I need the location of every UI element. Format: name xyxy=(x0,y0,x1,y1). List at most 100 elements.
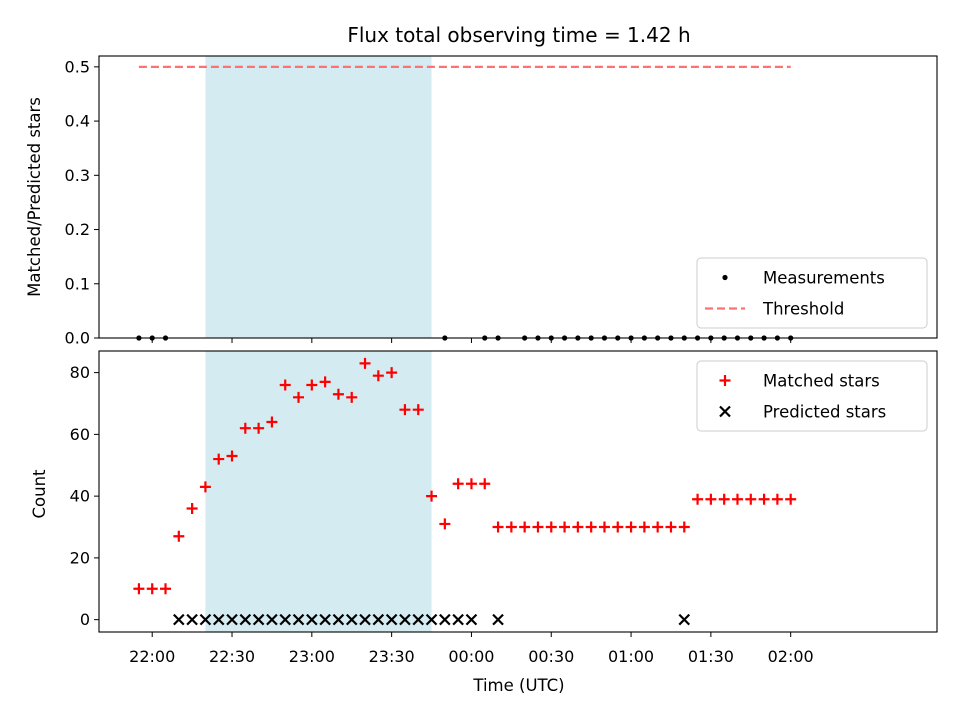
matched-stars-point xyxy=(479,478,491,490)
top-y-tick-label: 0.5 xyxy=(65,57,90,76)
matched-stars-point xyxy=(399,404,411,416)
top-panel: 0.0 0.1 0.2 0.3 0.4 0.5 Measurements Threshold xyxy=(65,55,938,348)
matched-stars-point xyxy=(505,521,517,533)
predicted-stars-point xyxy=(439,613,451,626)
bottom-panel: 0 20 40 60 80 22:00 22:30 23:00 23:30 00:00 00:30 0… xyxy=(70,350,938,666)
matched-stars-point xyxy=(598,521,610,533)
chart-title: Flux total observing time = 1.42 h xyxy=(347,23,690,47)
matched-stars-point xyxy=(412,404,424,416)
bottom-y-tick-label: 80 xyxy=(70,363,90,382)
matched-stars-point xyxy=(638,521,650,533)
top-shaded-region xyxy=(205,56,432,338)
matched-stars-point xyxy=(771,493,783,505)
matched-stars-point xyxy=(625,521,637,533)
legend-measurements-swatch xyxy=(722,274,728,281)
matched-stars-point xyxy=(652,521,664,533)
matched-stars-point xyxy=(372,370,384,382)
predicted-stars-point xyxy=(452,613,464,626)
matched-stars-point xyxy=(758,493,770,505)
matched-stars-point xyxy=(439,518,451,530)
matched-stars-point xyxy=(731,493,743,505)
predicted-stars-point xyxy=(319,613,331,626)
bottom-y-tick-label: 20 xyxy=(70,548,90,567)
predicted-stars-point xyxy=(212,613,225,626)
predicted-stars-point xyxy=(399,613,411,626)
matched-stars-point xyxy=(319,376,331,388)
matched-stars-point xyxy=(173,530,185,542)
matched-stars-point xyxy=(559,521,571,533)
matched-stars-point xyxy=(426,490,438,502)
legend-predicted-stars-label: Predicted stars xyxy=(763,403,886,422)
predicted-stars-point xyxy=(678,613,691,626)
predicted-stars-point xyxy=(345,613,358,626)
legend-matched-stars-swatch xyxy=(719,375,731,386)
matched-stars-point xyxy=(572,521,584,533)
top-legend-box xyxy=(696,257,928,329)
matched-stars-point xyxy=(386,367,398,379)
top-y-tick-label: 0.3 xyxy=(65,166,90,185)
predicted-stars-point xyxy=(292,613,305,626)
matched-stars-point xyxy=(519,521,531,533)
predicted-stars-point xyxy=(279,613,291,626)
matched-stars-point xyxy=(665,521,677,533)
predicted-stars-point xyxy=(199,613,212,626)
top-y-tick-label: 0.4 xyxy=(65,112,90,131)
predicted-stars-point xyxy=(186,613,198,626)
bottom-y-tick-label: 0 xyxy=(80,610,90,629)
matched-stars-point xyxy=(452,478,464,490)
x-tick-label: 01:30 xyxy=(688,647,734,666)
predicted-stars-point xyxy=(332,613,345,626)
matched-stars-point xyxy=(585,521,597,533)
matched-stars-point xyxy=(718,493,730,505)
top-y-tick-label: 0.2 xyxy=(65,220,90,239)
bottom-y-tick-label: 60 xyxy=(70,425,90,444)
x-axis-label: Time (UTC) xyxy=(472,676,564,695)
matched-stars-point xyxy=(492,521,504,533)
predicted-stars-point xyxy=(385,613,398,626)
predicted-stars-point xyxy=(412,613,425,626)
predicted-stars-point xyxy=(226,613,238,626)
matched-stars-point xyxy=(226,450,238,462)
predicted-stars-point xyxy=(239,613,252,626)
matched-stars-point xyxy=(133,583,145,595)
bottom-legend: Matched stars Predicted stars xyxy=(696,360,928,432)
matched-stars-point xyxy=(160,583,172,595)
matched-stars-point xyxy=(279,379,291,391)
matched-stars-point xyxy=(785,493,797,505)
predicted-stars-point xyxy=(359,613,371,626)
matched-stars-point xyxy=(359,357,371,369)
matched-stars-point xyxy=(545,521,557,533)
predicted-stars-point xyxy=(372,613,385,626)
matched-stars-point xyxy=(213,453,225,465)
x-tick-label: 22:00 xyxy=(129,647,175,666)
matched-stars-point xyxy=(332,388,344,400)
legend-matched-stars-label: Matched stars xyxy=(763,372,880,391)
top-y-axis-label: Matched/Predicted stars xyxy=(25,97,44,297)
legend-predicted-stars-swatch xyxy=(719,405,731,418)
matched-stars-point xyxy=(532,521,544,533)
matched-stars-point xyxy=(745,493,757,505)
x-tick-label: 00:00 xyxy=(448,647,494,666)
predicted-stars-point xyxy=(492,613,504,626)
top-y-tick-label: 0.1 xyxy=(65,274,90,293)
legend-measurements-label: Measurements xyxy=(763,269,885,288)
predicted-stars-point xyxy=(266,613,278,626)
top-y-tick-label: 0.0 xyxy=(65,329,90,348)
matched-stars-point xyxy=(199,481,211,493)
matched-stars-point xyxy=(705,493,717,505)
matched-stars-point xyxy=(186,502,198,514)
matched-stars-point xyxy=(306,379,318,391)
matched-stars-point xyxy=(239,422,251,434)
matched-stars-point xyxy=(346,391,358,403)
bottom-y-axis-label: Count xyxy=(30,469,49,519)
matched-stars-point xyxy=(253,422,265,434)
predicted-stars-point xyxy=(425,613,438,626)
x-tick-label: 00:30 xyxy=(528,647,574,666)
bottom-y-tick-label: 40 xyxy=(70,487,90,506)
matched-stars-point xyxy=(146,583,158,595)
predicted-stars-point xyxy=(465,613,478,626)
x-tick-label: 23:00 xyxy=(289,647,335,666)
x-tick-label: 22:30 xyxy=(209,647,255,666)
x-tick-label: 23:30 xyxy=(369,647,415,666)
